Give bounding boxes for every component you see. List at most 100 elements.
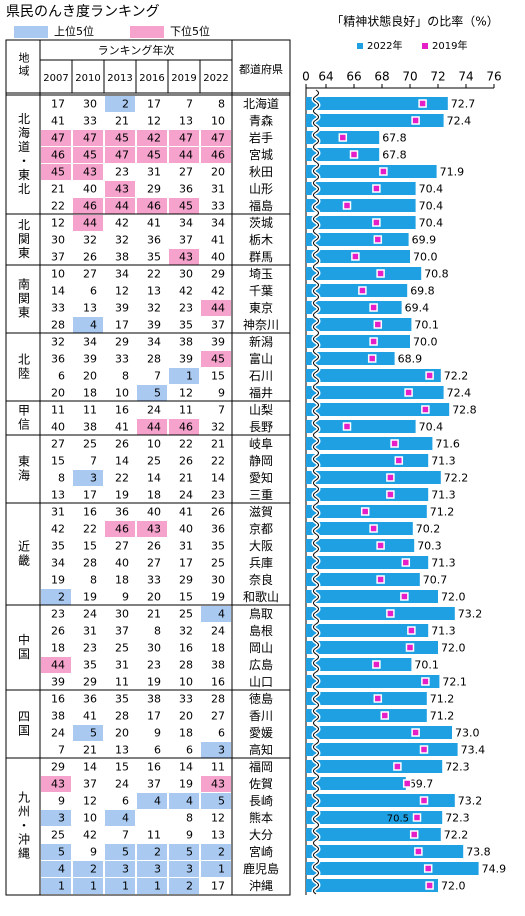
rank-cell: 44 bbox=[147, 421, 161, 434]
rank-highlight bbox=[137, 878, 167, 894]
bar bbox=[306, 454, 429, 467]
rank-highlight bbox=[169, 130, 199, 146]
value-label: 73.4 bbox=[461, 744, 486, 757]
value-label: 68.9 bbox=[398, 353, 423, 366]
marker bbox=[419, 745, 429, 754]
rank-cell: 42 bbox=[211, 285, 225, 298]
marker bbox=[407, 626, 416, 635]
bar bbox=[306, 658, 412, 671]
value-label: 70.8 bbox=[424, 268, 449, 281]
rank-cell: 11 bbox=[51, 404, 65, 417]
rank-cell: 20 bbox=[211, 166, 225, 179]
rank-cell: 3 bbox=[218, 744, 225, 757]
rank-highlight bbox=[169, 368, 199, 384]
bar bbox=[306, 624, 429, 637]
rank-cell: 34 bbox=[51, 557, 65, 570]
prefecture-name: 兵庫 bbox=[249, 556, 273, 570]
rank-cell: 24 bbox=[115, 778, 129, 791]
value-label: 72.3 bbox=[445, 812, 470, 825]
rank-cell: 2 bbox=[90, 863, 97, 876]
rank-cell: 20 bbox=[179, 710, 193, 723]
rank-cell: 38 bbox=[147, 693, 161, 706]
rank-cell: 30 bbox=[211, 574, 225, 587]
value-label: 71.6 bbox=[435, 438, 460, 451]
rank-cell: 42 bbox=[51, 523, 65, 536]
prefecture-name: 滋賀 bbox=[249, 505, 273, 519]
rank-cell: 6 bbox=[186, 744, 193, 757]
prefecture-name: 福島 bbox=[249, 198, 273, 213]
rank-cell: 28 bbox=[147, 353, 161, 366]
rank-cell: 46 bbox=[179, 421, 193, 434]
rank-highlight bbox=[105, 147, 135, 163]
rank-highlight bbox=[41, 589, 71, 605]
rank-cell: 22 bbox=[115, 472, 129, 485]
legend-label: 2019年 bbox=[432, 39, 467, 52]
prefecture-name: 岐阜 bbox=[249, 437, 273, 451]
marker bbox=[390, 439, 399, 448]
rank-cell: 46 bbox=[211, 149, 225, 162]
rank-cell: 6 bbox=[90, 285, 97, 298]
rank-cell: 34 bbox=[83, 336, 97, 349]
rank-cell: 41 bbox=[179, 506, 193, 519]
value-label: 72.2 bbox=[444, 829, 469, 842]
rank-cell: 45 bbox=[211, 353, 225, 366]
rank-cell: 1 bbox=[154, 880, 161, 893]
rank-cell: 5 bbox=[122, 846, 129, 859]
rank-cell: 22 bbox=[147, 268, 161, 281]
prefecture-name: 北海道 bbox=[243, 96, 279, 111]
rank-cell: 28 bbox=[211, 693, 225, 706]
rank-highlight bbox=[137, 861, 167, 877]
rank-cell: 30 bbox=[147, 642, 161, 655]
marker bbox=[411, 728, 420, 737]
region-header: 地域 bbox=[17, 52, 30, 78]
rank-cell: 40 bbox=[115, 557, 129, 570]
prefecture-name: 静岡 bbox=[249, 454, 273, 468]
rank-cell: 19 bbox=[211, 591, 225, 604]
rank-cell: 35 bbox=[147, 251, 161, 264]
rank-cell: 13 bbox=[83, 302, 97, 315]
bar bbox=[306, 403, 450, 416]
rank-cell: 21 bbox=[51, 183, 65, 196]
prefecture-name: 京都 bbox=[249, 522, 273, 536]
prefecture-name: 栃木 bbox=[249, 233, 273, 247]
rank-cell: 9 bbox=[122, 591, 129, 604]
rank-cell: 3 bbox=[154, 863, 161, 876]
rank-cell: 10 bbox=[147, 438, 161, 451]
rank-highlight bbox=[201, 300, 231, 316]
bar bbox=[306, 573, 420, 586]
bar bbox=[306, 386, 444, 399]
rank-highlight bbox=[41, 810, 71, 826]
value-label: 69.4 bbox=[405, 302, 430, 315]
rank-cell: 39 bbox=[83, 353, 97, 366]
rank-cell: 5 bbox=[154, 387, 161, 400]
rank-cell: 47 bbox=[83, 132, 97, 145]
value-label: 71.2 bbox=[430, 710, 455, 723]
value-label: 71.9 bbox=[440, 166, 465, 179]
rank-cell: 43 bbox=[211, 778, 225, 791]
rank-cell: 16 bbox=[51, 693, 65, 706]
rank-highlight bbox=[201, 861, 231, 877]
rank-cell: 33 bbox=[179, 693, 193, 706]
rank-cell: 42 bbox=[179, 285, 193, 298]
rank-cell: 25 bbox=[147, 455, 161, 468]
rank-cell: 13 bbox=[115, 744, 129, 757]
rank-cell: 21 bbox=[211, 438, 225, 451]
rank-cell: 1 bbox=[58, 880, 65, 893]
legend-swatch bbox=[357, 43, 363, 49]
rank-highlight bbox=[73, 878, 103, 894]
marker bbox=[342, 422, 352, 431]
rank-cell: 28 bbox=[179, 659, 193, 672]
legend-label: 2022年 bbox=[367, 39, 402, 52]
marker bbox=[369, 337, 378, 346]
rank-cell: 38 bbox=[115, 251, 129, 264]
rank-cell: 25 bbox=[51, 829, 65, 842]
rank-highlight bbox=[73, 147, 103, 163]
rank-cell: 18 bbox=[83, 387, 97, 400]
prefecture-name: 高知 bbox=[249, 742, 273, 757]
rank-cell: 18 bbox=[115, 574, 129, 587]
rank-cell: 34 bbox=[147, 336, 161, 349]
rank-highlight bbox=[105, 96, 135, 112]
rank-cell: 33 bbox=[147, 574, 161, 587]
rank-cell: 9 bbox=[58, 795, 65, 808]
